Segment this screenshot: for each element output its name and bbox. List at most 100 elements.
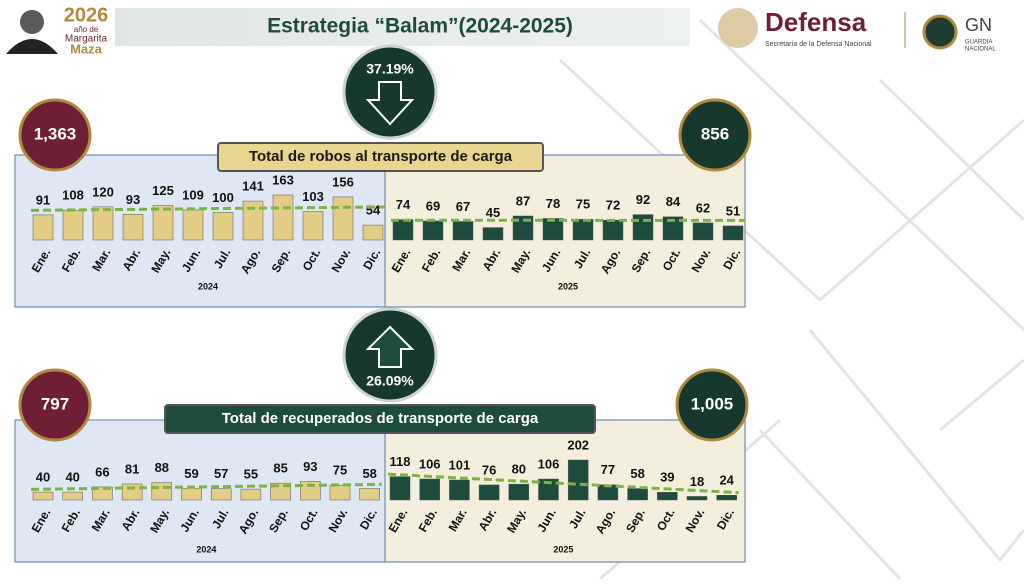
bar bbox=[693, 223, 713, 240]
bar bbox=[479, 485, 499, 500]
data-label: 69 bbox=[426, 198, 440, 213]
org: Defensa bbox=[765, 7, 867, 37]
data-label: 120 bbox=[92, 184, 114, 199]
data-label: 108 bbox=[62, 188, 84, 203]
data-label: 58 bbox=[630, 466, 644, 481]
bar bbox=[63, 210, 83, 240]
data-label: 40 bbox=[36, 470, 50, 485]
data-label: 93 bbox=[303, 459, 317, 474]
data-label: 88 bbox=[155, 460, 169, 475]
data-label: 39 bbox=[660, 470, 674, 485]
bar bbox=[453, 222, 473, 240]
data-label: 57 bbox=[214, 466, 228, 481]
year: 2026 bbox=[64, 4, 109, 26]
bar bbox=[363, 225, 383, 240]
bar bbox=[628, 489, 648, 500]
x-axis-label: 2025 bbox=[558, 281, 578, 291]
emblem bbox=[718, 8, 758, 48]
header-title: Estrategia “Balam”(2024-2025) bbox=[267, 15, 573, 38]
data-label: 109 bbox=[182, 187, 204, 202]
data-label: 81 bbox=[125, 461, 139, 476]
data-label: 72 bbox=[606, 198, 620, 213]
bar bbox=[603, 220, 623, 240]
panel-title: Total de recuperados de transporte de ca… bbox=[222, 410, 539, 427]
bar bbox=[241, 489, 261, 500]
data-label: 101 bbox=[449, 457, 471, 472]
bar bbox=[123, 214, 143, 240]
data-label: 67 bbox=[456, 199, 470, 214]
bar bbox=[723, 226, 743, 240]
bar bbox=[449, 480, 469, 500]
data-label: 78 bbox=[546, 196, 560, 211]
total-2024: 1,363 bbox=[34, 124, 77, 143]
data-label: 58 bbox=[362, 466, 376, 481]
bar bbox=[303, 212, 323, 240]
total-2025: 856 bbox=[701, 124, 729, 143]
org-subtitle: Secretaría de la Defensa Nacional bbox=[765, 41, 872, 48]
data-label: 106 bbox=[419, 456, 441, 471]
bar bbox=[33, 215, 53, 240]
total-2025: 1,005 bbox=[691, 394, 734, 413]
x-axis-label: 2025 bbox=[553, 544, 573, 554]
bar bbox=[573, 219, 593, 240]
data-label: 106 bbox=[538, 456, 560, 471]
data-label: 75 bbox=[576, 197, 590, 212]
bar bbox=[393, 220, 413, 240]
data-label: 93 bbox=[126, 192, 140, 207]
bar bbox=[423, 221, 443, 240]
bar bbox=[182, 488, 202, 500]
data-label: 51 bbox=[726, 203, 740, 218]
bar bbox=[568, 460, 588, 500]
bar bbox=[390, 477, 410, 500]
data-label: 103 bbox=[302, 189, 324, 204]
data-label: 141 bbox=[242, 179, 264, 194]
data-label: 40 bbox=[65, 470, 79, 485]
bar bbox=[63, 492, 83, 500]
x-axis-label: 2024 bbox=[198, 281, 218, 291]
data-label: 92 bbox=[636, 192, 650, 207]
bar bbox=[360, 489, 380, 500]
data-label: 75 bbox=[333, 463, 347, 478]
data-label: 91 bbox=[36, 192, 50, 207]
gn-emblem bbox=[924, 16, 956, 48]
data-label: 59 bbox=[184, 466, 198, 481]
bar bbox=[93, 207, 113, 240]
bar bbox=[509, 484, 529, 500]
bar bbox=[483, 228, 503, 240]
data-label: 24 bbox=[719, 473, 734, 488]
bar bbox=[420, 479, 440, 500]
data-label: 77 bbox=[601, 462, 615, 477]
total-2024: 797 bbox=[41, 394, 69, 413]
bar bbox=[33, 492, 53, 500]
panel-title: Total de robos al transporte de carga bbox=[249, 148, 513, 165]
bar bbox=[657, 492, 677, 500]
bar bbox=[273, 195, 293, 240]
data-label: 54 bbox=[366, 203, 381, 218]
data-label: 87 bbox=[516, 193, 530, 208]
bar bbox=[153, 205, 173, 240]
bar bbox=[717, 495, 737, 500]
data-label: 62 bbox=[696, 200, 710, 215]
data-label: 55 bbox=[244, 467, 258, 482]
gn-subtitle: NACIONAL bbox=[965, 47, 996, 53]
data-label: 76 bbox=[482, 462, 496, 477]
data-label: 118 bbox=[390, 454, 411, 469]
change-value: 37.19% bbox=[366, 61, 414, 77]
data-label: 163 bbox=[272, 172, 294, 187]
bar bbox=[211, 489, 231, 500]
logo-line: Maza bbox=[70, 41, 103, 56]
bar bbox=[213, 212, 233, 240]
change-value: 26.09% bbox=[366, 373, 414, 389]
x-axis-label: 2024 bbox=[196, 544, 216, 554]
bar bbox=[330, 485, 350, 500]
bar bbox=[687, 496, 707, 500]
portrait bbox=[6, 10, 58, 54]
data-label: 85 bbox=[273, 461, 287, 476]
bar bbox=[333, 197, 353, 240]
data-label: 45 bbox=[486, 205, 500, 220]
data-label: 202 bbox=[567, 437, 589, 452]
data-label: 125 bbox=[152, 183, 174, 198]
data-label: 156 bbox=[332, 174, 354, 189]
bar bbox=[152, 483, 172, 500]
